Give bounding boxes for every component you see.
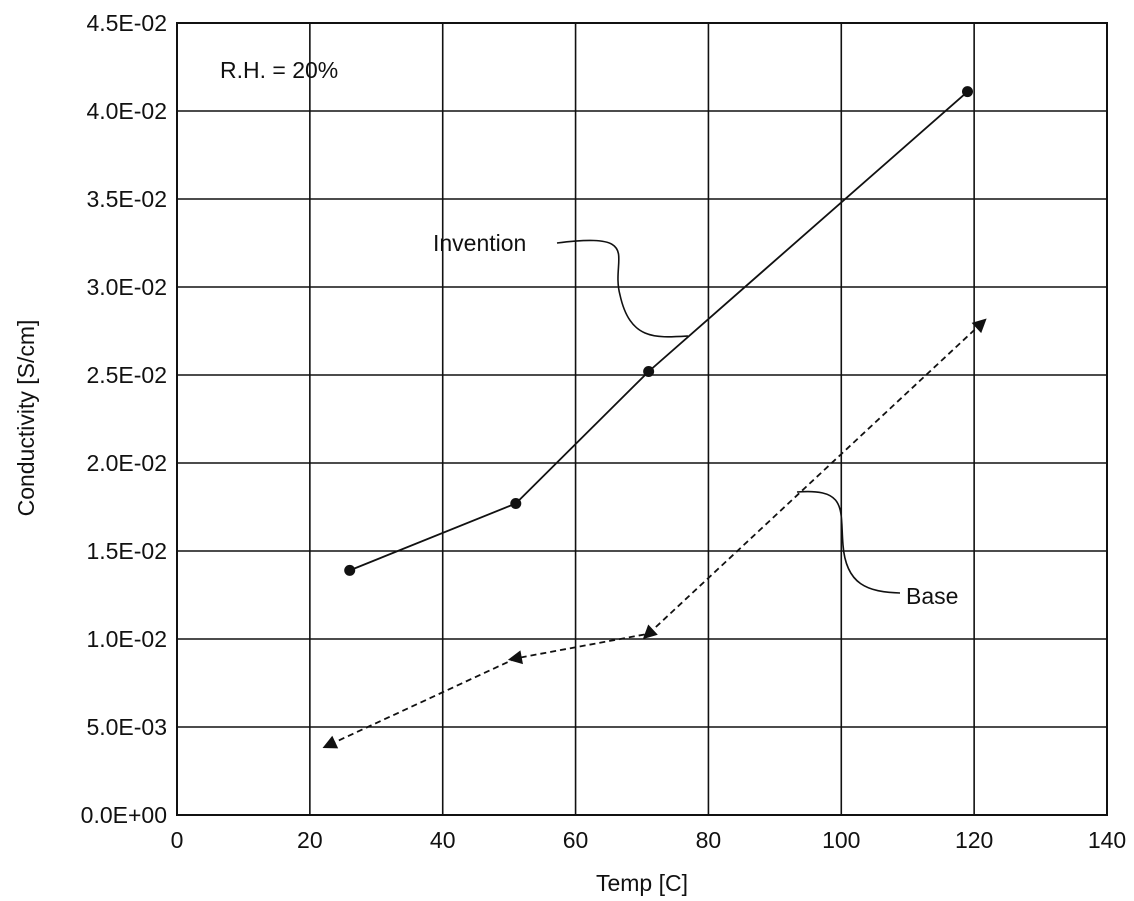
plot-frame <box>176 22 1108 816</box>
data-point-invention <box>344 564 356 576</box>
y-tick-label: 3.5E-02 <box>86 186 167 212</box>
x-axis: 0 20 40 60 80 100 120 140 <box>171 827 1127 853</box>
x-tick-label: 120 <box>955 827 993 853</box>
data-point-invention <box>510 497 522 509</box>
data-point-base <box>322 735 339 749</box>
callout-invention <box>556 239 689 338</box>
x-tick-label: 140 <box>1088 827 1126 853</box>
series-label-base: Base <box>906 583 958 609</box>
y-tick-label: 1.0E-02 <box>86 626 167 652</box>
data-point-base <box>642 624 658 640</box>
series <box>322 86 987 749</box>
y-axis: 0.0E+00 5.0E-03 1.0E-02 1.5E-02 2.0E-02 2.5E-… <box>81 10 167 828</box>
x-tick-label: 0 <box>171 827 184 853</box>
y-axis-title: Conductivity [S/cm] <box>13 320 39 517</box>
x-axis-title: Temp [C] <box>596 870 688 896</box>
y-tick-label: 4.0E-02 <box>86 98 167 124</box>
data-point-base <box>507 650 523 665</box>
series-line-base <box>329 323 982 746</box>
x-tick-label: 100 <box>822 827 860 853</box>
data-point-base <box>971 318 987 334</box>
x-tick-label: 20 <box>297 827 323 853</box>
series-label-invention: Invention <box>433 230 526 256</box>
y-tick-label: 3.0E-02 <box>86 274 167 300</box>
data-point-invention <box>643 365 655 377</box>
rh-annotation: R.H. = 20% <box>220 57 338 83</box>
x-tick-label: 40 <box>430 827 456 853</box>
x-tick-label: 60 <box>563 827 589 853</box>
series-base <box>322 318 987 749</box>
y-tick-label: 5.0E-03 <box>86 714 167 740</box>
callout-base <box>796 490 901 594</box>
y-tick-label: 0.0E+00 <box>81 802 167 828</box>
series-callouts <box>556 239 901 594</box>
y-tick-label: 2.0E-02 <box>86 450 167 476</box>
y-tick-label: 4.5E-02 <box>86 10 167 36</box>
grid <box>176 22 1108 816</box>
y-tick-label: 1.5E-02 <box>86 538 167 564</box>
series-line-invention <box>349 90 969 572</box>
series-invention <box>344 86 973 576</box>
y-tick-label: 2.5E-02 <box>86 362 167 388</box>
x-tick-label: 80 <box>696 827 722 853</box>
data-point-invention <box>962 86 973 98</box>
